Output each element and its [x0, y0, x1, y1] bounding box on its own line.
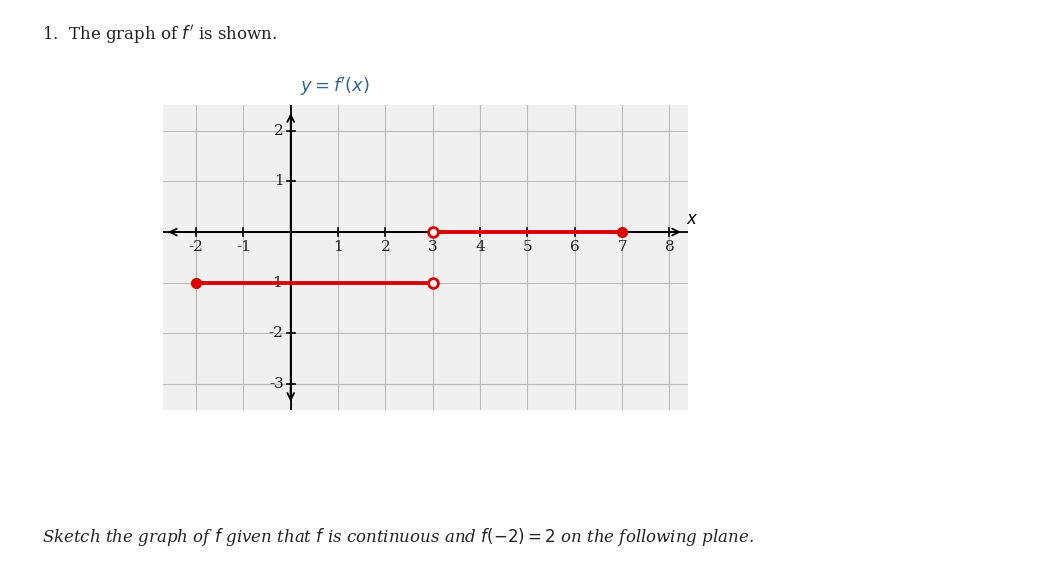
Text: 4: 4 [475, 240, 485, 254]
Text: 8: 8 [664, 240, 675, 254]
Text: 5: 5 [522, 240, 532, 254]
Bar [197, 130, 669, 384]
Text: 1: 1 [333, 240, 343, 254]
Text: -2: -2 [269, 326, 284, 340]
Text: 3: 3 [428, 240, 437, 254]
Text: 1.  The graph of $f'$ is shown.: 1. The graph of $f'$ is shown. [42, 23, 277, 46]
Text: 7: 7 [617, 240, 627, 254]
Text: 6: 6 [570, 240, 580, 254]
Text: 1: 1 [274, 174, 284, 188]
Text: -2: -2 [188, 240, 204, 254]
Text: 2: 2 [380, 240, 390, 254]
Text: $y = f'(x)$: $y = f'(x)$ [301, 75, 370, 98]
Text: -3: -3 [269, 377, 284, 391]
Text: -1: -1 [269, 276, 284, 290]
Text: -1: -1 [235, 240, 251, 254]
Text: $x$: $x$ [686, 211, 699, 228]
Text: Sketch the graph of $f$ given that $f$ is continuous and $f(-2) = 2$ on the foll: Sketch the graph of $f$ given that $f$ i… [42, 526, 755, 549]
Text: 2: 2 [274, 123, 284, 137]
